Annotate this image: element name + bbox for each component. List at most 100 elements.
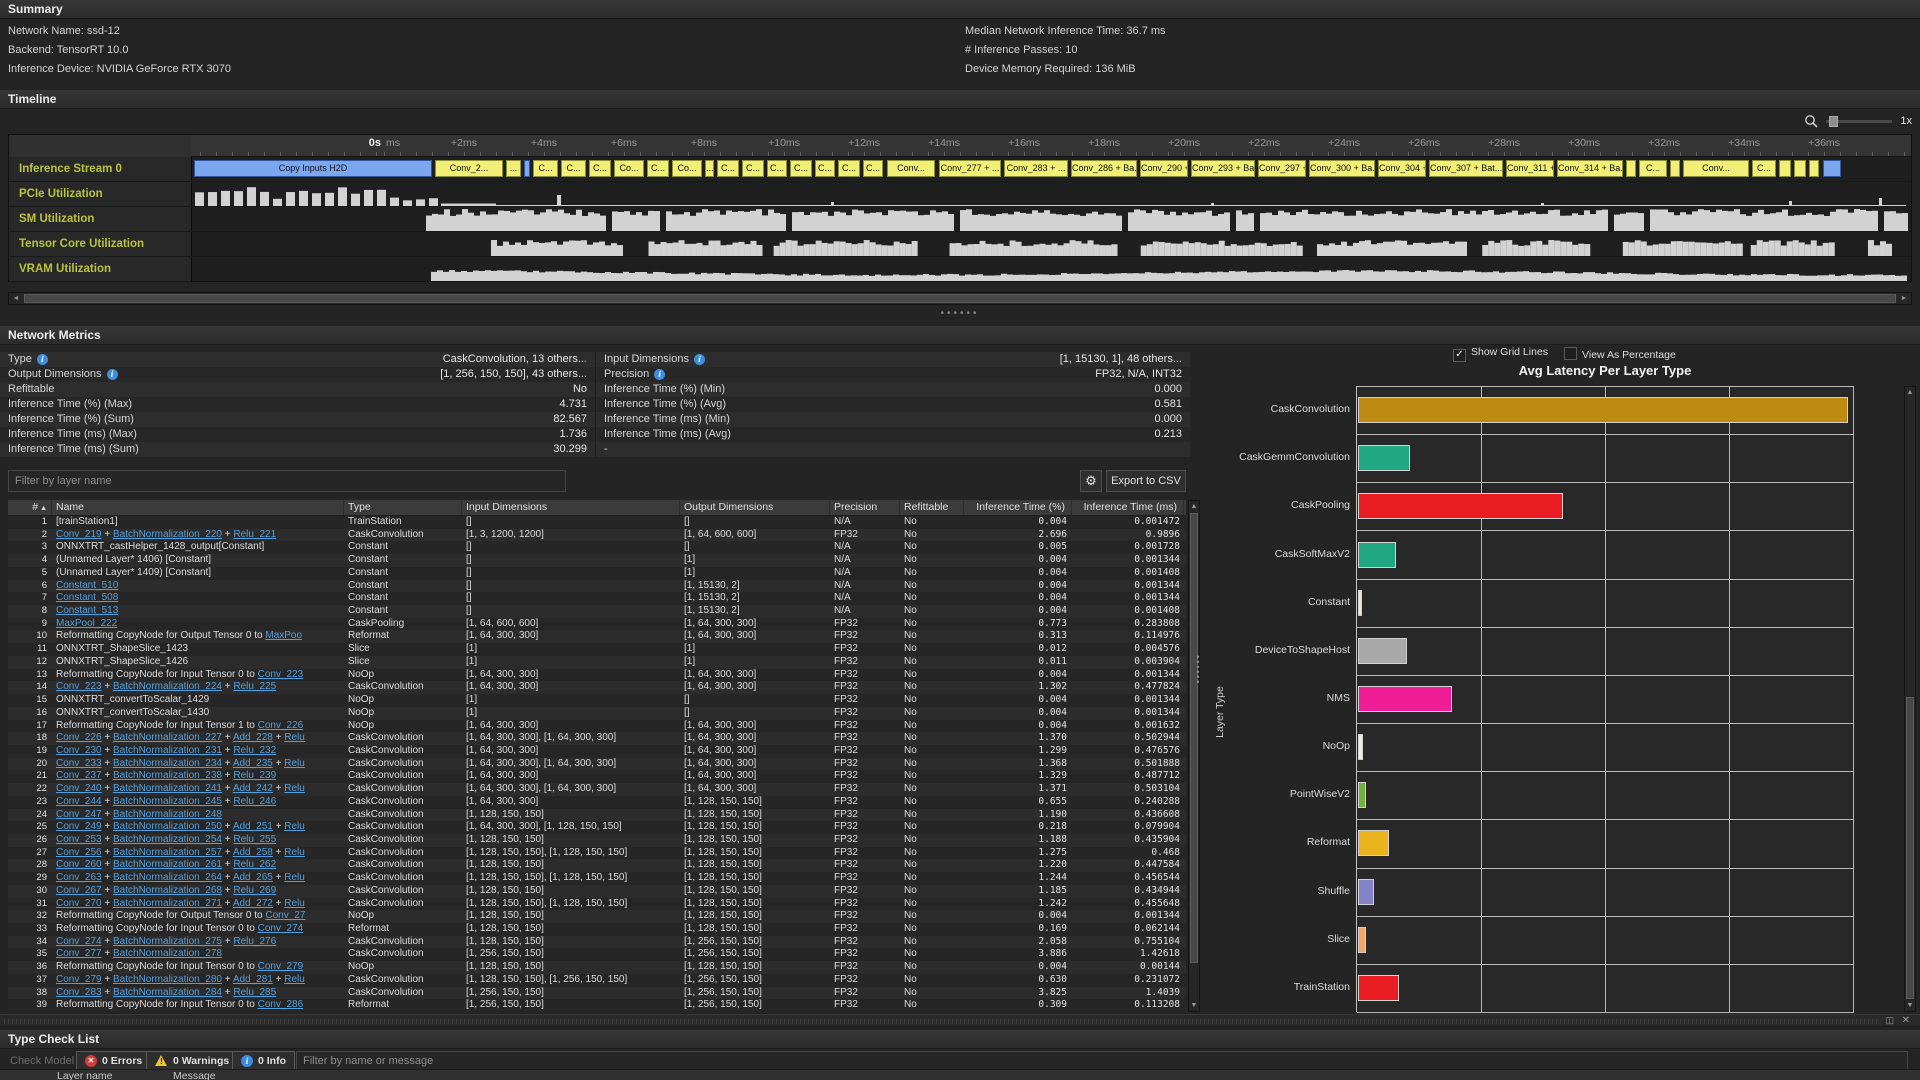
scroll-left-arrow-icon[interactable]: ◄ bbox=[9, 293, 23, 304]
layer-link[interactable]: BatchNormalization_268 bbox=[113, 885, 222, 896]
timeline-block-layer[interactable]: C... bbox=[838, 160, 860, 177]
column-header-precision[interactable]: Precision bbox=[830, 500, 900, 515]
table-settings-button[interactable]: ⚙ bbox=[1080, 470, 1102, 492]
layer-link[interactable]: BatchNormalization_238 bbox=[113, 770, 222, 781]
column-header-name[interactable]: Name bbox=[52, 500, 344, 515]
timeline-block-layer[interactable]: C... bbox=[589, 160, 611, 177]
timeline-block-layer[interactable] bbox=[1779, 160, 1791, 177]
zoom-icon[interactable] bbox=[1804, 114, 1818, 128]
layer-table-row[interactable]: 27Conv_256 + BatchNormalization_257 + Ad… bbox=[8, 847, 1186, 860]
layer-link[interactable]: Conv_244 bbox=[56, 796, 102, 807]
timeline-block-layer[interactable] bbox=[1626, 160, 1636, 177]
layer-link[interactable]: Relu_285 bbox=[233, 987, 276, 998]
layer-link[interactable]: MaxPool_222 bbox=[56, 618, 117, 629]
layer-link[interactable]: Conv_223 bbox=[56, 681, 102, 692]
timeline-block-memcpy[interactable] bbox=[524, 160, 530, 177]
layer-table-row[interactable]: 29Conv_263 + BatchNormalization_264 + Ad… bbox=[8, 872, 1186, 885]
timeline-block-layer[interactable]: Conv_293 + Ba... bbox=[1191, 160, 1255, 177]
layer-table-row[interactable]: 23Conv_244 + BatchNormalization_245 + Re… bbox=[8, 796, 1186, 809]
layer-link[interactable]: BatchNormalization_280 bbox=[113, 974, 222, 985]
info-icon[interactable]: i bbox=[694, 354, 705, 365]
chart-bar-reformat[interactable] bbox=[1358, 830, 1389, 856]
timeline-block-memcpy[interactable] bbox=[1823, 160, 1841, 177]
layer-link[interactable]: Conv_256 bbox=[56, 847, 102, 858]
timeline-block-layer[interactable]: C... bbox=[647, 160, 669, 177]
layer-link[interactable]: Relu bbox=[284, 783, 305, 794]
layer-link[interactable]: Relu bbox=[284, 898, 305, 909]
warnings-filter-button[interactable]: ! 0 Warnings bbox=[146, 1051, 238, 1071]
layer-link[interactable]: Conv_233 bbox=[56, 758, 102, 769]
layer-table-row[interactable]: 32Reformatting CopyNode for Output Tenso… bbox=[8, 910, 1186, 923]
timeline-block-layer[interactable]: C... bbox=[717, 160, 739, 177]
layer-link[interactable]: Relu bbox=[284, 821, 305, 832]
layer-link[interactable]: Relu bbox=[284, 872, 305, 883]
layer-table-row[interactable]: 15ONNXTRT_convertToScalar_1429NoOp[1][]F… bbox=[8, 694, 1186, 707]
layer-link[interactable]: BatchNormalization_248 bbox=[113, 809, 222, 820]
layer-link[interactable]: BatchNormalization_250 bbox=[113, 821, 222, 832]
timeline-block-layer[interactable]: ... bbox=[506, 160, 521, 177]
layer-link[interactable]: Constant_508 bbox=[56, 592, 118, 603]
layer-link[interactable]: Conv_274 bbox=[56, 936, 102, 947]
dock-window-icon[interactable]: ◫ bbox=[1885, 1015, 1894, 1026]
timeline-block-layer[interactable]: Co... bbox=[614, 160, 644, 177]
layer-link[interactable]: BatchNormalization_257 bbox=[113, 847, 222, 858]
chart-bar-caskpooling[interactable] bbox=[1358, 493, 1563, 519]
layer-table-row[interactable]: 14Conv_223 + BatchNormalization_224 + Re… bbox=[8, 681, 1186, 694]
timeline-block-layer[interactable]: C... bbox=[815, 160, 835, 177]
chart-bar-constant[interactable] bbox=[1358, 590, 1362, 616]
layer-link[interactable]: Relu bbox=[284, 758, 305, 769]
layer-link[interactable]: Relu bbox=[284, 974, 305, 985]
timeline-block-layer[interactable]: Conv_304 + ... bbox=[1378, 160, 1426, 177]
timeline-block-layer[interactable]: C... bbox=[1639, 160, 1667, 177]
layer-link[interactable]: Conv_279 bbox=[56, 974, 102, 985]
layer-table-row[interactable]: 31Conv_270 + BatchNormalization_271 + Ad… bbox=[8, 898, 1186, 911]
scroll-up-arrow-icon[interactable]: ▲ bbox=[1189, 501, 1199, 512]
layer-table-row[interactable]: 10Reformatting CopyNode for Output Tenso… bbox=[8, 630, 1186, 643]
layer-link[interactable]: Relu_221 bbox=[233, 529, 276, 540]
layer-link[interactable]: Relu_262 bbox=[233, 859, 276, 870]
info-filter-button[interactable]: i 0 Info bbox=[232, 1051, 295, 1071]
timeline-block-layer[interactable]: C... bbox=[533, 160, 558, 177]
timeline-block-layer[interactable]: ... bbox=[705, 160, 714, 177]
layer-link[interactable]: BatchNormalization_234 bbox=[113, 758, 222, 769]
chart-bar-slice[interactable] bbox=[1358, 927, 1366, 953]
timeline-block-layer[interactable]: C... bbox=[1752, 160, 1776, 177]
layer-table-row[interactable]: 25Conv_249 + BatchNormalization_250 + Ad… bbox=[8, 821, 1186, 834]
check-model-button[interactable]: Check Model bbox=[10, 1051, 74, 1071]
layer-link[interactable]: Conv_283 bbox=[56, 987, 102, 998]
chart-scrollbar-thumb[interactable] bbox=[1906, 697, 1914, 999]
chart-bar-nms[interactable] bbox=[1358, 686, 1452, 712]
timeline-block-layer[interactable]: C... bbox=[790, 160, 812, 177]
layer-link[interactable]: Conv_286 bbox=[258, 999, 304, 1010]
layer-link[interactable]: Add_228 bbox=[233, 732, 273, 743]
column-header-inference-time-ms-[interactable]: Inference Time (ms) bbox=[1072, 500, 1184, 515]
layer-table-row[interactable]: 26Conv_253 + BatchNormalization_254 + Re… bbox=[8, 834, 1186, 847]
close-panel-icon[interactable]: ✕ bbox=[1902, 1015, 1910, 1026]
layer-table-row[interactable]: 24Conv_247 + BatchNormalization_248CaskC… bbox=[8, 809, 1186, 822]
layer-table-row[interactable]: 2Conv_219 + BatchNormalization_220 + Rel… bbox=[8, 529, 1186, 542]
layer-table-row[interactable]: 39Reformatting CopyNode for Input Tensor… bbox=[8, 999, 1186, 1012]
timeline-block-layer[interactable]: Conv... bbox=[1683, 160, 1749, 177]
layer-link[interactable]: Conv_249 bbox=[56, 821, 102, 832]
layer-table-row[interactable]: 30Conv_267 + BatchNormalization_268 + Re… bbox=[8, 885, 1186, 898]
timeline-block-layer[interactable]: Conv_314 + Ba... bbox=[1557, 160, 1623, 177]
layer-table-row[interactable]: 34Conv_274 + BatchNormalization_275 + Re… bbox=[8, 936, 1186, 949]
zoom-slider-thumb[interactable] bbox=[1829, 116, 1838, 127]
chart-bar-casksoftmaxv2[interactable] bbox=[1358, 542, 1396, 568]
timeline-block-layer[interactable]: Conv_290 + ... bbox=[1140, 160, 1188, 177]
layer-link[interactable]: Conv_260 bbox=[56, 859, 102, 870]
layer-table-row[interactable]: 9MaxPool_222CaskPooling[1, 64, 600, 600]… bbox=[8, 618, 1186, 631]
layer-link[interactable]: Conv_240 bbox=[56, 783, 102, 794]
layer-link[interactable]: BatchNormalization_241 bbox=[113, 783, 222, 794]
timeline-block-memcpy[interactable]: Copy Inputs H2D bbox=[194, 160, 432, 177]
layer-link[interactable]: Add_258 bbox=[233, 847, 273, 858]
layer-link[interactable]: Add_251 bbox=[233, 821, 273, 832]
layer-link[interactable]: Conv_267 bbox=[56, 885, 102, 896]
timeline-block-layer[interactable]: Conv... bbox=[887, 160, 935, 177]
layer-link[interactable]: BatchNormalization_284 bbox=[113, 987, 222, 998]
layer-link[interactable]: Conv_237 bbox=[56, 770, 102, 781]
layer-link[interactable]: BatchNormalization_254 bbox=[113, 834, 222, 845]
layer-table-row[interactable]: 33Reformatting CopyNode for Input Tensor… bbox=[8, 923, 1186, 936]
layer-link[interactable]: BatchNormalization_264 bbox=[113, 872, 222, 883]
layer-link[interactable]: BatchNormalization_261 bbox=[113, 859, 222, 870]
